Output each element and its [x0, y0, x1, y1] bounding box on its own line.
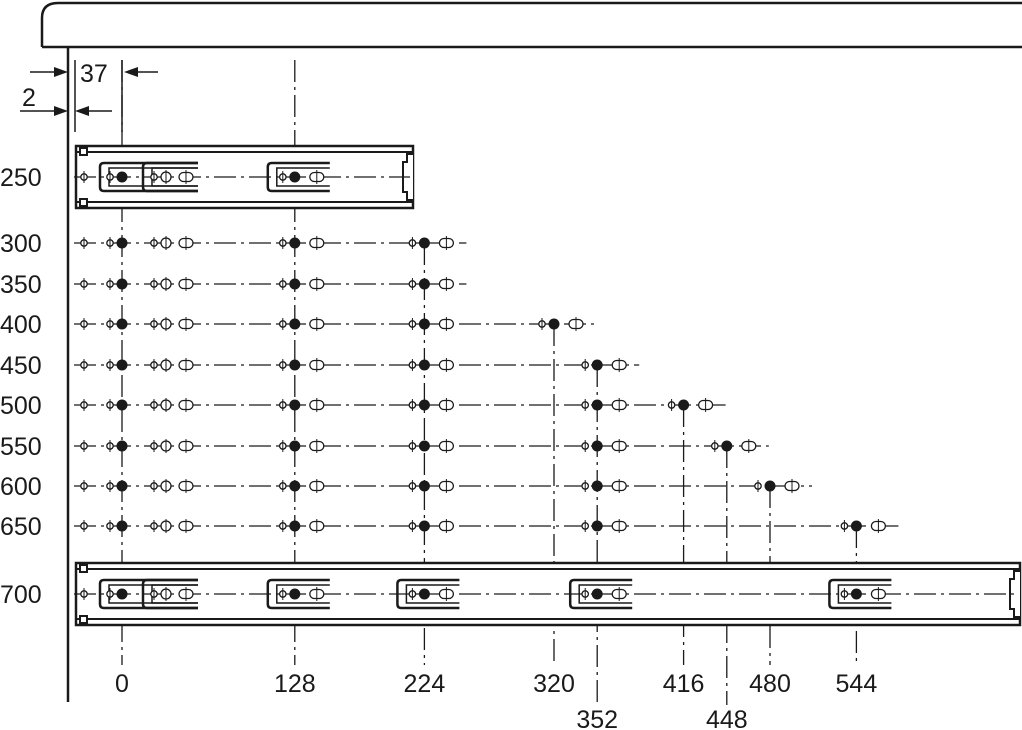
- screw-point: [289, 588, 301, 600]
- screw-point: [289, 399, 301, 411]
- screw-point: [418, 237, 430, 249]
- x-label-352: 352: [576, 706, 618, 730]
- x-label-480: 480: [749, 670, 791, 698]
- screw-point: [116, 440, 128, 452]
- screw-point: [116, 359, 128, 371]
- x-label-224: 224: [404, 670, 446, 698]
- row-label: 450: [0, 352, 42, 380]
- screw-point: [289, 480, 301, 492]
- x-label-128: 128: [274, 670, 316, 698]
- x-label-448: 448: [706, 706, 748, 730]
- dimension-2: 2: [20, 84, 112, 116]
- x-label-416: 416: [663, 670, 705, 698]
- row-400: 400: [0, 311, 596, 339]
- rail-bracket: [141, 161, 198, 193]
- cabinet-top-panel: [40, 1, 1022, 49]
- dimension-37: 37: [30, 60, 158, 132]
- screw-point: [591, 359, 603, 371]
- rail-end-notch: [1009, 570, 1020, 618]
- rail-corner: [79, 147, 88, 156]
- row-label: 300: [0, 230, 42, 258]
- row-450: 450: [0, 352, 640, 380]
- screw-point: [418, 440, 430, 452]
- screw-point: [764, 480, 776, 492]
- screw-point: [548, 318, 560, 330]
- screw-point: [116, 588, 128, 600]
- screw-point: [591, 440, 603, 452]
- row-350: 350: [0, 271, 467, 299]
- screw-point: [850, 588, 862, 600]
- screw-point: [289, 237, 301, 249]
- row-550: 550: [0, 433, 769, 461]
- row-label: 350: [0, 271, 42, 299]
- screw-point: [591, 399, 603, 411]
- rail-corner: [79, 198, 88, 207]
- screw-point: [418, 480, 430, 492]
- screw-point: [678, 399, 690, 411]
- screw-point: [289, 520, 301, 532]
- screw-point: [289, 440, 301, 452]
- row-label: 550: [0, 433, 42, 461]
- row-label: 650: [0, 513, 42, 541]
- screw-point: [418, 278, 430, 290]
- screw-point: [116, 480, 128, 492]
- screw-point: [289, 171, 301, 183]
- row-label: 600: [0, 473, 42, 501]
- screw-point: [418, 359, 430, 371]
- rail-bracket: [98, 578, 198, 610]
- row-600: 600: [0, 473, 812, 501]
- rail-corner: [79, 564, 88, 573]
- screw-point: [116, 237, 128, 249]
- screw-point: [116, 520, 128, 532]
- screw-point: [289, 359, 301, 371]
- row-label: 500: [0, 392, 42, 420]
- row-label: 400: [0, 311, 42, 339]
- rail-bracket: [141, 578, 198, 610]
- rail-corner: [79, 615, 88, 624]
- screw-point: [721, 440, 733, 452]
- row-650: 650: [0, 513, 899, 541]
- row-label: 700: [0, 581, 42, 609]
- screw-point: [289, 318, 301, 330]
- row-700: 700: [0, 581, 1017, 609]
- x-label-0: 0: [115, 670, 129, 698]
- screw-point: [116, 399, 128, 411]
- screw-point: [289, 278, 301, 290]
- screw-point: [591, 520, 603, 532]
- screw-point: [850, 520, 862, 532]
- row-500: 500: [0, 392, 726, 420]
- row-300: 300: [0, 230, 467, 258]
- row-label: 250: [0, 164, 42, 192]
- dimension-37-label: 37: [80, 60, 108, 88]
- dimension-2-label: 2: [22, 84, 36, 112]
- screw-point: [116, 278, 128, 290]
- screw-point: [591, 588, 603, 600]
- row-250: 250: [0, 164, 410, 192]
- screw-point: [418, 588, 430, 600]
- screw-point: [591, 480, 603, 492]
- screw-point: [116, 318, 128, 330]
- x-label-320: 320: [533, 670, 575, 698]
- x-label-544: 544: [836, 670, 878, 698]
- rail-bracket: [98, 161, 198, 193]
- screw-point: [418, 318, 430, 330]
- screw-point: [418, 399, 430, 411]
- screw-point: [116, 171, 128, 183]
- screw-point: [418, 520, 430, 532]
